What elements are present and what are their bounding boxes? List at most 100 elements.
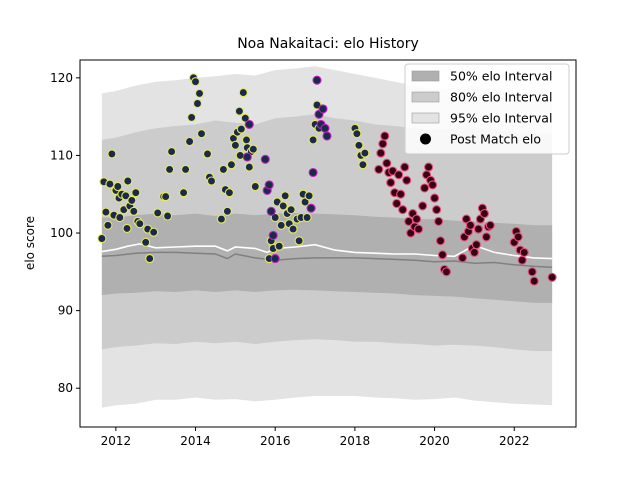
- data-point: [300, 197, 310, 207]
- data-point: [432, 205, 442, 215]
- data-point: [398, 205, 408, 215]
- data-point: [218, 164, 228, 174]
- data-point: [145, 254, 155, 264]
- data-point: [280, 191, 290, 201]
- data-point: [465, 220, 475, 230]
- data-point: [471, 240, 481, 250]
- data-point: [479, 209, 489, 219]
- y-tick-label: 110: [50, 148, 73, 162]
- data-point: [226, 160, 236, 170]
- data-point: [428, 180, 438, 190]
- data-point: [513, 232, 523, 242]
- x-tick-label: 2020: [419, 434, 450, 448]
- y-tick-label: 80: [58, 381, 73, 395]
- axes: 2012 2014 2016 2018 2020 2022 80 90 100 110 120: [50, 59, 577, 448]
- x-tick-label: 2018: [340, 434, 371, 448]
- data-point: [187, 112, 197, 122]
- data-point: [202, 149, 213, 159]
- post-match-points: [97, 73, 557, 286]
- data-point: [216, 214, 226, 224]
- data-point: [517, 255, 527, 265]
- data-point: [149, 227, 159, 237]
- mean-line: [101, 243, 553, 260]
- data-point: [392, 198, 402, 209]
- data-point: [165, 164, 175, 174]
- data-point: [418, 201, 428, 211]
- data-point: [394, 170, 404, 180]
- legend-marker: [420, 133, 431, 145]
- data-point: [135, 219, 145, 229]
- data-point: [424, 162, 434, 172]
- data-point: [457, 253, 468, 263]
- data-point: [244, 119, 254, 129]
- data-point: [382, 158, 392, 168]
- data-point: [238, 88, 248, 98]
- data-point: [123, 176, 133, 186]
- data-point: [473, 224, 483, 234]
- data-point: [266, 206, 276, 216]
- data-point: [131, 188, 141, 198]
- data-point: [244, 162, 254, 172]
- data-point: [264, 180, 274, 190]
- data-point: [481, 232, 491, 242]
- data-point: [358, 160, 368, 170]
- data-point: [396, 189, 406, 199]
- legend-swatch: [411, 91, 440, 103]
- data-point: [105, 179, 115, 189]
- data-point: [122, 223, 132, 233]
- data-point: [318, 104, 328, 114]
- data-point: [312, 75, 322, 85]
- data-point: [420, 183, 430, 193]
- data-point: [141, 237, 151, 247]
- data-point: [103, 220, 113, 230]
- data-point: [107, 149, 117, 159]
- data-point: [240, 113, 250, 123]
- data-point: [241, 135, 252, 145]
- data-point: [406, 228, 416, 238]
- data-point: [374, 164, 384, 174]
- data-point: [400, 162, 410, 172]
- legend-swatch: [411, 70, 440, 82]
- legend-label: 95% elo Interval: [450, 111, 552, 126]
- data-point: [386, 178, 396, 188]
- data-point: [278, 201, 288, 211]
- data-point: [97, 233, 107, 244]
- data-point: [115, 212, 125, 223]
- data-point: [153, 208, 163, 218]
- data-point: [167, 147, 177, 157]
- legend-box: [404, 63, 570, 155]
- data-point: [430, 193, 440, 203]
- data-point: [412, 214, 422, 224]
- legend-label: 80% elo Interval: [450, 90, 552, 105]
- data-point: [434, 216, 444, 226]
- data-point: [101, 207, 111, 217]
- x-tick-label: 2022: [499, 434, 530, 448]
- data-point: [236, 124, 246, 134]
- data-point: [248, 144, 258, 154]
- data-point: [185, 136, 195, 147]
- data-point: [222, 206, 232, 216]
- data-point: [206, 176, 217, 186]
- data-point: [270, 212, 280, 223]
- data-point: [163, 211, 173, 221]
- data-point: [127, 195, 137, 205]
- legend-swatch: [411, 112, 440, 124]
- data-point: [234, 106, 244, 116]
- data-point: [268, 230, 278, 240]
- data-point: [294, 236, 304, 246]
- y-tick-label: 90: [58, 304, 73, 318]
- data-point: [242, 152, 252, 162]
- data-point: [378, 139, 388, 149]
- legend-label: Post Match elo: [450, 132, 541, 147]
- data-point: [230, 140, 240, 150]
- data-point: [352, 129, 362, 139]
- data-point: [274, 241, 284, 251]
- data-point: [435, 236, 446, 246]
- x-tick-label: 2014: [180, 434, 211, 448]
- data-point: [354, 140, 364, 150]
- data-point: [196, 129, 207, 139]
- data-point: [194, 88, 205, 98]
- x-tick-label: 2016: [260, 434, 291, 448]
- data-point: [380, 131, 390, 141]
